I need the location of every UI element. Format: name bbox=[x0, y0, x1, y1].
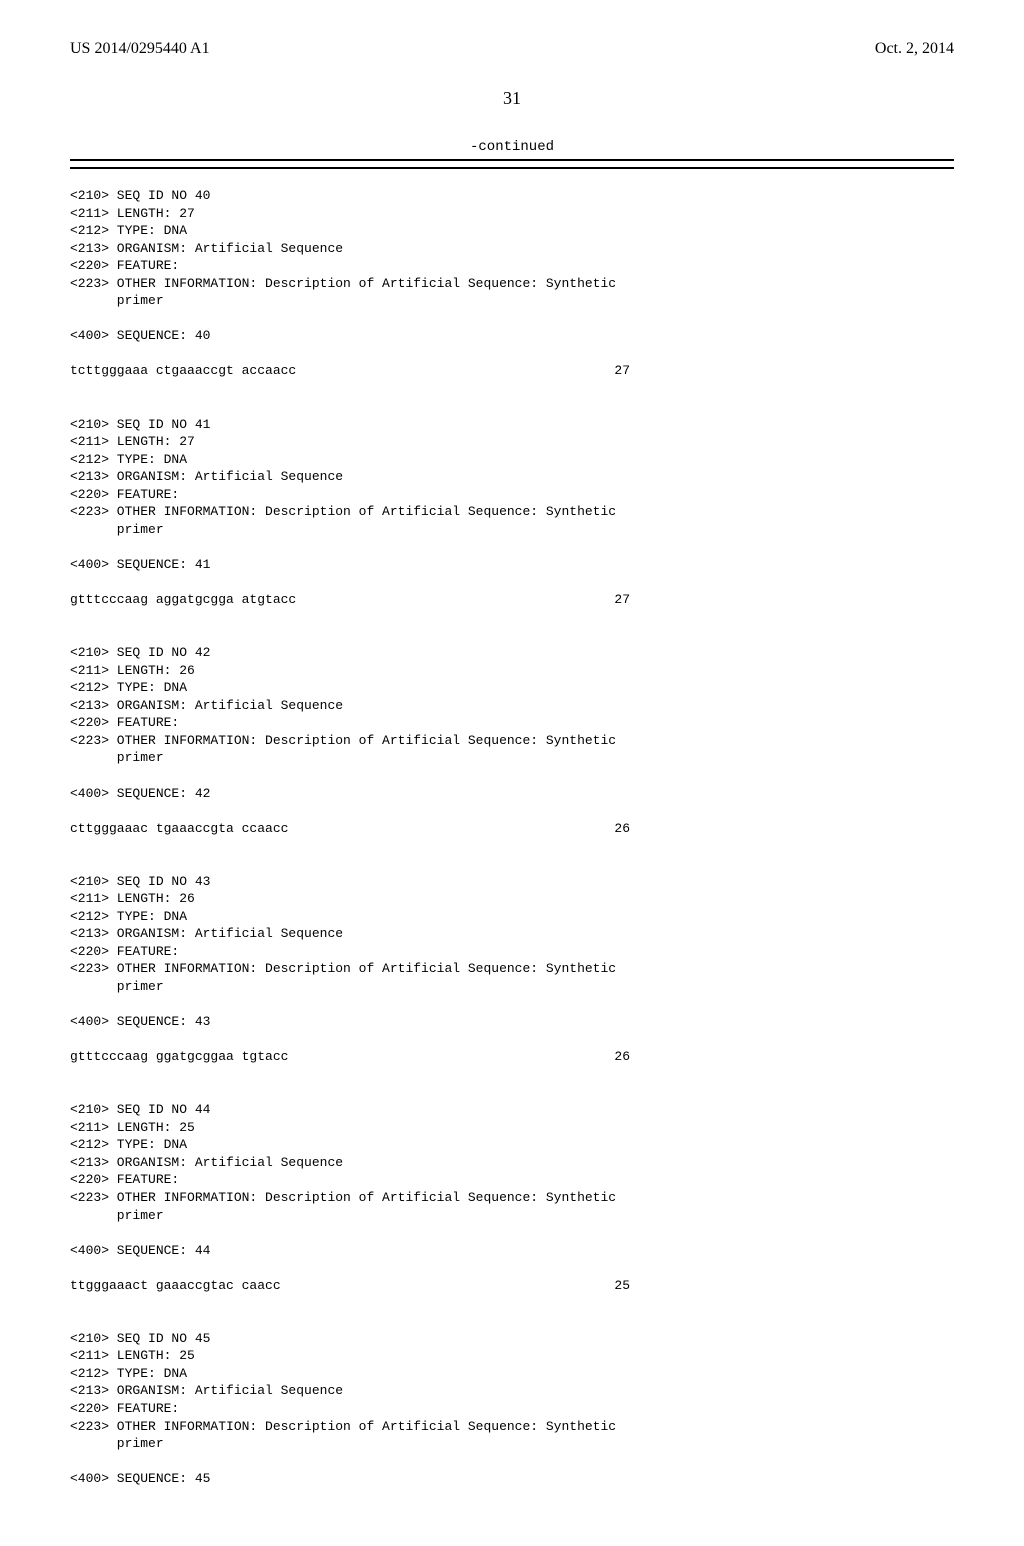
sequence-listing: <210> SEQ ID NO 40<211> LENGTH: 27<212> … bbox=[70, 187, 954, 1488]
continued-label: -continued bbox=[70, 139, 954, 155]
document-header: US 2014/0295440 A1 Oct. 2, 2014 bbox=[70, 40, 954, 58]
sequence-length: 26 bbox=[614, 820, 630, 838]
sequence-tag-line: primer bbox=[70, 1435, 954, 1453]
sequence-entry: <210> SEQ ID NO 40<211> LENGTH: 27<212> … bbox=[70, 187, 954, 398]
blank-line bbox=[70, 996, 954, 1014]
blank-line bbox=[70, 1066, 954, 1084]
rule-bottom bbox=[70, 167, 954, 169]
sequence-tag-line: <220> FEATURE: bbox=[70, 1171, 954, 1189]
sequence-data-row: cttgggaaac tgaaaccgta ccaacc 26 bbox=[70, 820, 630, 838]
sequence-entry: <210> SEQ ID NO 43<211> LENGTH: 26<212> … bbox=[70, 873, 954, 1084]
sequence-tag-line: <212> TYPE: DNA bbox=[70, 222, 954, 240]
sequence-tag-line: primer bbox=[70, 292, 954, 310]
sequence-tag-line: primer bbox=[70, 1207, 954, 1225]
sequence-tag-line: <213> ORGANISM: Artificial Sequence bbox=[70, 240, 954, 258]
sequence-tag-line: primer bbox=[70, 978, 954, 996]
blank-line bbox=[70, 837, 954, 855]
sequence-tag-line: <211> LENGTH: 26 bbox=[70, 662, 954, 680]
sequence-tag-line: <220> FEATURE: bbox=[70, 1400, 954, 1418]
sequence-tag-line: <213> ORGANISM: Artificial Sequence bbox=[70, 1382, 954, 1400]
blank-line bbox=[70, 310, 954, 328]
blank-line bbox=[70, 1294, 954, 1312]
page-number: 31 bbox=[70, 88, 954, 109]
sequence-text: ttgggaaact gaaaccgtac caacc bbox=[70, 1277, 281, 1295]
sequence-data-row: tcttgggaaa ctgaaaccgt accaacc 27 bbox=[70, 362, 630, 380]
sequence-tag-line: <223> OTHER INFORMATION: Description of … bbox=[70, 503, 954, 521]
blank-line bbox=[70, 1224, 954, 1242]
sequence-tag-line: <212> TYPE: DNA bbox=[70, 679, 954, 697]
blank-line bbox=[70, 1453, 954, 1471]
sequence-data-row: ttgggaaact gaaaccgtac caacc 25 bbox=[70, 1277, 630, 1295]
sequence-header-line: <400> SEQUENCE: 45 bbox=[70, 1470, 954, 1488]
sequence-tag-line: <211> LENGTH: 25 bbox=[70, 1119, 954, 1137]
sequence-tag-line: <210> SEQ ID NO 40 bbox=[70, 187, 954, 205]
sequence-tag-line: <223> OTHER INFORMATION: Description of … bbox=[70, 960, 954, 978]
sequence-length: 27 bbox=[614, 591, 630, 609]
sequence-length: 26 bbox=[614, 1048, 630, 1066]
sequence-tag-line: <210> SEQ ID NO 42 bbox=[70, 644, 954, 662]
publication-number: US 2014/0295440 A1 bbox=[70, 40, 210, 58]
sequence-header-line: <400> SEQUENCE: 40 bbox=[70, 327, 954, 345]
sequence-text: gtttcccaag aggatgcgga atgtacc bbox=[70, 591, 296, 609]
sequence-length: 25 bbox=[614, 1277, 630, 1295]
sequence-tag-line: primer bbox=[70, 749, 954, 767]
sequence-header-line: <400> SEQUENCE: 42 bbox=[70, 785, 954, 803]
sequence-tag-line: <220> FEATURE: bbox=[70, 714, 954, 732]
sequence-tag-line: <211> LENGTH: 26 bbox=[70, 890, 954, 908]
sequence-tag-line: <213> ORGANISM: Artificial Sequence bbox=[70, 1154, 954, 1172]
sequence-data-row: gtttcccaag aggatgcgga atgtacc 27 bbox=[70, 591, 630, 609]
blank-line bbox=[70, 573, 954, 591]
rule-top bbox=[70, 159, 954, 161]
sequence-tag-line: primer bbox=[70, 521, 954, 539]
blank-line bbox=[70, 1031, 954, 1049]
sequence-data-row: gtttcccaag ggatgcggaa tgtacc 26 bbox=[70, 1048, 630, 1066]
publication-date: Oct. 2, 2014 bbox=[875, 40, 954, 58]
blank-line bbox=[70, 1259, 954, 1277]
sequence-tag-line: <210> SEQ ID NO 41 bbox=[70, 416, 954, 434]
sequence-tag-line: <223> OTHER INFORMATION: Description of … bbox=[70, 1418, 954, 1436]
sequence-entry: <210> SEQ ID NO 45<211> LENGTH: 25<212> … bbox=[70, 1330, 954, 1488]
sequence-tag-line: <220> FEATURE: bbox=[70, 257, 954, 275]
sequence-tag-line: <212> TYPE: DNA bbox=[70, 451, 954, 469]
sequence-header-line: <400> SEQUENCE: 43 bbox=[70, 1013, 954, 1031]
sequence-entry: <210> SEQ ID NO 42<211> LENGTH: 26<212> … bbox=[70, 644, 954, 855]
sequence-tag-line: <211> LENGTH: 25 bbox=[70, 1347, 954, 1365]
sequence-tag-line: <212> TYPE: DNA bbox=[70, 908, 954, 926]
sequence-entry: <210> SEQ ID NO 44<211> LENGTH: 25<212> … bbox=[70, 1101, 954, 1312]
sequence-text: tcttgggaaa ctgaaaccgt accaacc bbox=[70, 362, 296, 380]
sequence-tag-line: <213> ORGANISM: Artificial Sequence bbox=[70, 468, 954, 486]
sequence-text: cttgggaaac tgaaaccgta ccaacc bbox=[70, 820, 288, 838]
sequence-header-line: <400> SEQUENCE: 41 bbox=[70, 556, 954, 574]
sequence-tag-line: <223> OTHER INFORMATION: Description of … bbox=[70, 732, 954, 750]
sequence-tag-line: <211> LENGTH: 27 bbox=[70, 433, 954, 451]
sequence-tag-line: <212> TYPE: DNA bbox=[70, 1136, 954, 1154]
sequence-tag-line: <223> OTHER INFORMATION: Description of … bbox=[70, 1189, 954, 1207]
sequence-header-line: <400> SEQUENCE: 44 bbox=[70, 1242, 954, 1260]
sequence-tag-line: <212> TYPE: DNA bbox=[70, 1365, 954, 1383]
sequence-entry: <210> SEQ ID NO 41<211> LENGTH: 27<212> … bbox=[70, 416, 954, 627]
blank-line bbox=[70, 345, 954, 363]
sequence-tag-line: <223> OTHER INFORMATION: Description of … bbox=[70, 275, 954, 293]
sequence-tag-line: <220> FEATURE: bbox=[70, 486, 954, 504]
blank-line bbox=[70, 609, 954, 627]
sequence-text: gtttcccaag ggatgcggaa tgtacc bbox=[70, 1048, 288, 1066]
sequence-tag-line: <210> SEQ ID NO 45 bbox=[70, 1330, 954, 1348]
page-container: US 2014/0295440 A1 Oct. 2, 2014 31 -cont… bbox=[0, 0, 1024, 1546]
sequence-length: 27 bbox=[614, 362, 630, 380]
sequence-tag-line: <220> FEATURE: bbox=[70, 943, 954, 961]
blank-line bbox=[70, 380, 954, 398]
sequence-tag-line: <213> ORGANISM: Artificial Sequence bbox=[70, 697, 954, 715]
blank-line bbox=[70, 802, 954, 820]
blank-line bbox=[70, 538, 954, 556]
blank-line bbox=[70, 767, 954, 785]
sequence-tag-line: <210> SEQ ID NO 43 bbox=[70, 873, 954, 891]
sequence-tag-line: <210> SEQ ID NO 44 bbox=[70, 1101, 954, 1119]
sequence-tag-line: <213> ORGANISM: Artificial Sequence bbox=[70, 925, 954, 943]
sequence-tag-line: <211> LENGTH: 27 bbox=[70, 205, 954, 223]
